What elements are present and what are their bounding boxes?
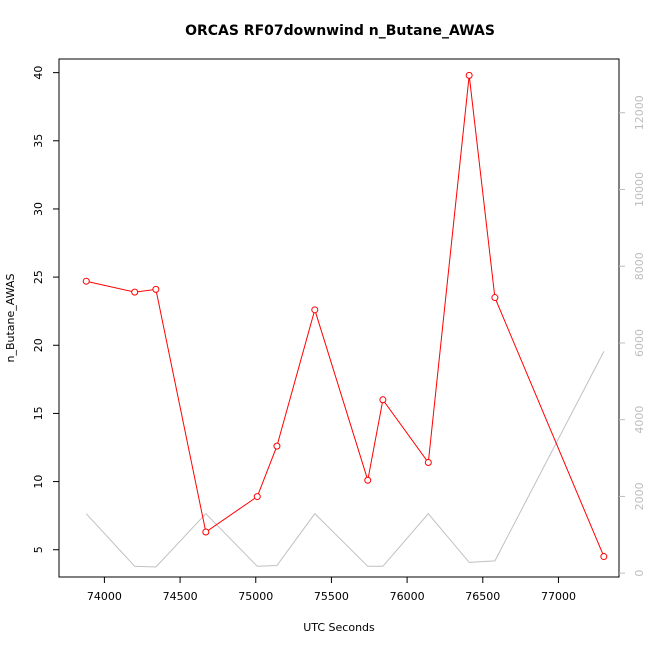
- series-line-right: [85, 351, 605, 568]
- y2-tick-label: 0: [633, 570, 646, 577]
- y-axis-right: 0 2000 4000 6000 8000 10000 12000: [619, 95, 646, 577]
- y-axis-left: 5 10 15 20 25 30 35 40: [32, 66, 59, 553]
- y2-tick-label: 4000: [633, 406, 646, 434]
- y-axis-label: n_Butane_AWAS: [4, 273, 17, 362]
- x-tick-label: 74500: [163, 590, 198, 603]
- y-tick-label: 5: [32, 546, 45, 553]
- x-tick-label: 75000: [238, 590, 273, 603]
- x-tick-label: 76500: [465, 590, 500, 603]
- y2-tick-label: 2000: [633, 482, 646, 510]
- series-line-left: [86, 75, 605, 557]
- series-layer: [82, 71, 608, 568]
- y2-tick-label: 6000: [633, 329, 646, 357]
- data-point: [424, 458, 432, 466]
- plot-frame: [58, 58, 620, 578]
- data-point: [253, 493, 261, 501]
- data-point: [82, 277, 90, 285]
- y-tick-label: 25: [32, 270, 45, 284]
- x-tick-label: 76000: [390, 590, 425, 603]
- data-point: [465, 71, 473, 79]
- data-point: [364, 476, 372, 484]
- data-point: [131, 288, 139, 296]
- data-point: [379, 396, 387, 404]
- data-point: [202, 528, 210, 536]
- data-point: [152, 285, 160, 293]
- data-point: [491, 294, 499, 302]
- y2-tick-label: 12000: [633, 95, 646, 130]
- x-axis-label: UTC Seconds: [303, 621, 375, 634]
- data-point: [311, 306, 319, 314]
- y-tick-label: 20: [32, 338, 45, 352]
- x-tick-label: 75500: [314, 590, 349, 603]
- data-point: [600, 553, 608, 561]
- y-tick-label: 15: [32, 406, 45, 420]
- x-tick-label: 77000: [541, 590, 576, 603]
- chart-title: ORCAS RF07downwind n_Butane_AWAS: [185, 23, 495, 39]
- x-tick-label: 74000: [87, 590, 122, 603]
- y-tick-label: 35: [32, 134, 45, 148]
- x-axis: 74000 74500 75000 75500 76000 76500 77000: [87, 577, 576, 603]
- y-tick-label: 30: [32, 202, 45, 216]
- data-point: [273, 442, 281, 450]
- y-tick-label: 40: [32, 66, 45, 80]
- y2-tick-label: 8000: [633, 252, 646, 280]
- y2-tick-label: 10000: [633, 172, 646, 207]
- y-tick-label: 10: [32, 475, 45, 489]
